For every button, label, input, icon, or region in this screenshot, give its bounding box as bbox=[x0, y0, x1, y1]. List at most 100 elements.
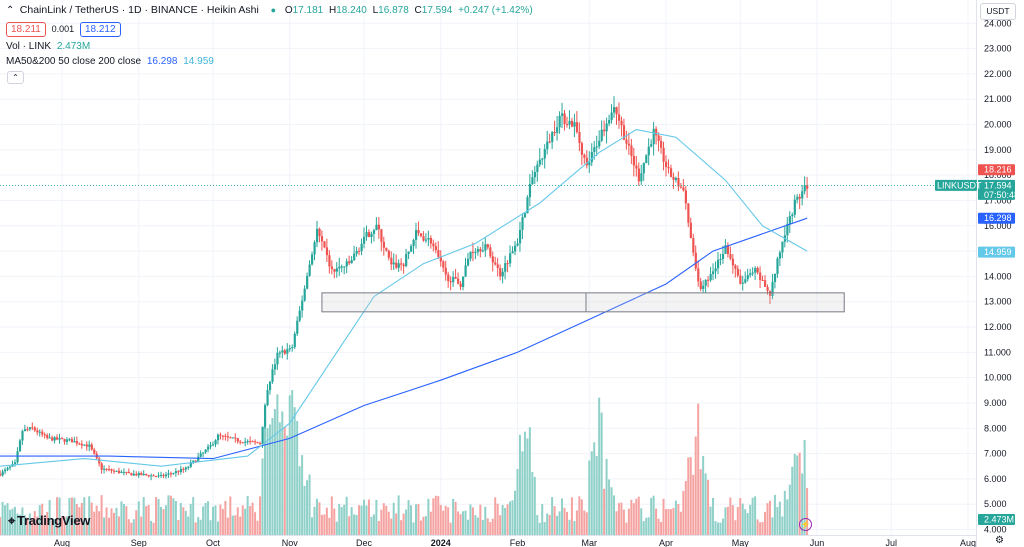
currency-selector[interactable]: USDT bbox=[980, 3, 1016, 20]
candle-body bbox=[731, 258, 735, 266]
volume-bar bbox=[496, 503, 499, 535]
candle-body bbox=[239, 441, 242, 443]
volume-bar bbox=[31, 518, 34, 535]
volume-bar bbox=[442, 510, 445, 535]
price-tag-value: 14.959 bbox=[984, 247, 1012, 257]
settings-gear-icon[interactable]: ⚙ bbox=[995, 535, 1004, 546]
lightning-icon[interactable]: ⚡ bbox=[799, 518, 812, 531]
volume-bar bbox=[328, 517, 331, 535]
ohlc-close-label: C bbox=[414, 5, 422, 16]
volume-bar bbox=[239, 516, 242, 535]
candle-body bbox=[320, 236, 324, 242]
volume-bar bbox=[301, 455, 304, 535]
candle-body bbox=[380, 229, 383, 242]
volume-bar bbox=[53, 518, 56, 535]
candle-body bbox=[93, 449, 96, 454]
candle-body bbox=[726, 245, 730, 255]
volume-bar bbox=[48, 500, 51, 535]
ma-legend[interactable]: MA50&200 50 close 200 close 16.298 14.95… bbox=[6, 56, 217, 67]
candle-body bbox=[358, 250, 361, 252]
volume-bar bbox=[427, 498, 430, 535]
volume-bar bbox=[734, 520, 737, 535]
volume-bar bbox=[650, 497, 653, 535]
volume-bar bbox=[184, 510, 187, 535]
candle-body bbox=[78, 443, 81, 445]
volume-bar bbox=[61, 516, 63, 535]
volume-bar bbox=[221, 508, 224, 535]
candle-body bbox=[764, 280, 767, 288]
candle-body bbox=[454, 277, 457, 279]
y-tick-label: 19.000 bbox=[984, 145, 1012, 155]
buy-button[interactable]: 18.212 bbox=[79, 22, 121, 37]
volume-bar bbox=[345, 496, 348, 535]
volume-bar bbox=[605, 458, 608, 535]
volume-bar bbox=[291, 390, 294, 535]
price-tag-bg bbox=[978, 246, 1015, 258]
candle-body bbox=[561, 113, 564, 116]
volume-bar bbox=[462, 511, 465, 535]
candle-body bbox=[627, 143, 631, 146]
volume-bar bbox=[548, 514, 551, 535]
volume-bar bbox=[226, 517, 229, 535]
candle-body bbox=[167, 473, 170, 475]
volume-bar bbox=[439, 504, 442, 535]
volume-bar bbox=[402, 513, 405, 535]
candle-body bbox=[157, 475, 160, 477]
candle-body bbox=[160, 474, 163, 476]
volume-bar bbox=[303, 485, 306, 535]
volume-bar bbox=[365, 505, 368, 535]
candle-body bbox=[340, 266, 343, 268]
symbol-legend[interactable]: ⌃ ChainLink / TetherUS · 1D · BINANCE · … bbox=[6, 4, 536, 16]
candle-body bbox=[115, 470, 118, 472]
candle-body bbox=[147, 475, 150, 477]
volume-bar bbox=[551, 497, 554, 535]
volume-bar bbox=[627, 508, 630, 535]
candle-body bbox=[613, 107, 616, 113]
candle-body bbox=[296, 320, 299, 334]
candle-body bbox=[509, 253, 512, 264]
candle-body bbox=[778, 252, 782, 259]
volume-bar bbox=[145, 506, 148, 535]
volume-legend[interactable]: Vol · LINK 2.473M bbox=[6, 41, 93, 52]
y-tick-label: 6.000 bbox=[984, 474, 1007, 484]
x-tick-label: Oct bbox=[206, 538, 221, 547]
candle-body bbox=[419, 233, 423, 237]
tradingview-logo[interactable]: ⌖ TradingView bbox=[8, 513, 90, 529]
x-tick-label: Sep bbox=[131, 538, 147, 547]
candle-body bbox=[610, 112, 613, 121]
volume-bar bbox=[333, 508, 336, 535]
volume-bar bbox=[504, 507, 507, 535]
candle-body bbox=[595, 146, 598, 148]
candle-body bbox=[719, 258, 722, 260]
volume-bar bbox=[410, 505, 413, 535]
candle-body bbox=[365, 232, 368, 237]
volume-bar bbox=[543, 521, 546, 535]
sell-button[interactable]: 18.211 bbox=[6, 22, 46, 37]
symbol-tag-label: LINKUSDT bbox=[937, 180, 982, 190]
candle-body bbox=[145, 474, 148, 476]
candle-body bbox=[288, 348, 291, 350]
volume-bar bbox=[56, 497, 59, 535]
volume-bar bbox=[100, 495, 103, 535]
volume-bar bbox=[231, 515, 234, 535]
volume-bar bbox=[117, 516, 120, 535]
legend-toggle-button[interactable]: ⌃ bbox=[7, 71, 24, 84]
candle-body bbox=[489, 247, 492, 257]
volume-bar bbox=[719, 522, 722, 535]
candle-body bbox=[657, 135, 660, 141]
candle-body bbox=[214, 440, 217, 445]
volume-bar bbox=[85, 521, 88, 535]
volume-bar bbox=[98, 511, 101, 535]
candle-body bbox=[608, 120, 611, 124]
candle-body bbox=[786, 223, 789, 236]
candle-body bbox=[464, 265, 467, 277]
candle-body bbox=[546, 141, 549, 150]
candle-body bbox=[669, 168, 673, 177]
candle-body bbox=[518, 229, 522, 244]
candle-body bbox=[447, 274, 450, 282]
collapse-chevron-icon[interactable]: ⌃ bbox=[6, 5, 15, 16]
volume-bar bbox=[660, 521, 663, 535]
volume-bar bbox=[152, 522, 155, 535]
candle-body bbox=[684, 190, 688, 204]
